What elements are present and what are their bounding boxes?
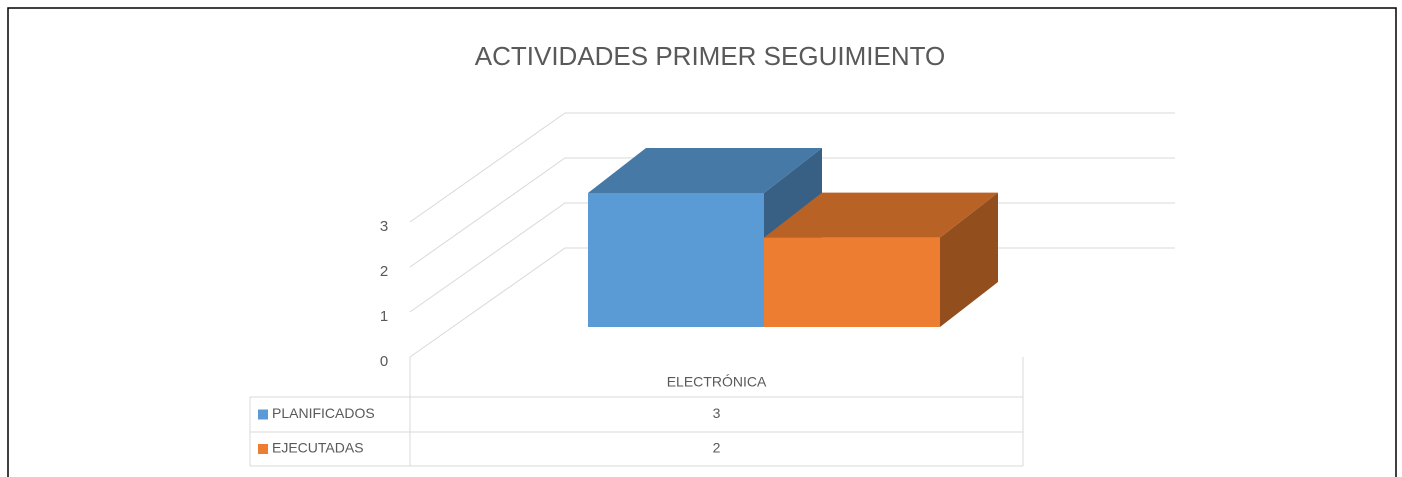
frame bbox=[7, 7, 1397, 477]
grid-line bbox=[409, 157, 1175, 268]
y-tick-label: 2 bbox=[380, 263, 388, 280]
y-tick-label: 1 bbox=[380, 308, 388, 325]
y-tick-label: 3 bbox=[380, 218, 388, 235]
category-label: ELECTRÓNICA bbox=[667, 374, 767, 390]
data-label: 3 bbox=[713, 405, 721, 421]
legend-swatch bbox=[258, 444, 268, 454]
y-tick-label: 0 bbox=[380, 353, 388, 370]
bar-front bbox=[588, 193, 764, 327]
bar-side bbox=[940, 192, 998, 327]
legend-swatch bbox=[258, 409, 268, 420]
data-label: 2 bbox=[713, 440, 721, 456]
legend-label: PLANIFICADOS bbox=[272, 405, 375, 421]
chart-title: ACTIVIDADES PRIMER SEGUIMIENTO bbox=[475, 41, 945, 71]
bar bbox=[764, 192, 998, 327]
legend-label: EJECUTADAS bbox=[272, 440, 364, 456]
grid-line bbox=[409, 112, 1175, 223]
bar-top bbox=[588, 148, 822, 193]
bar-top bbox=[764, 192, 998, 238]
bar-front bbox=[764, 237, 940, 327]
